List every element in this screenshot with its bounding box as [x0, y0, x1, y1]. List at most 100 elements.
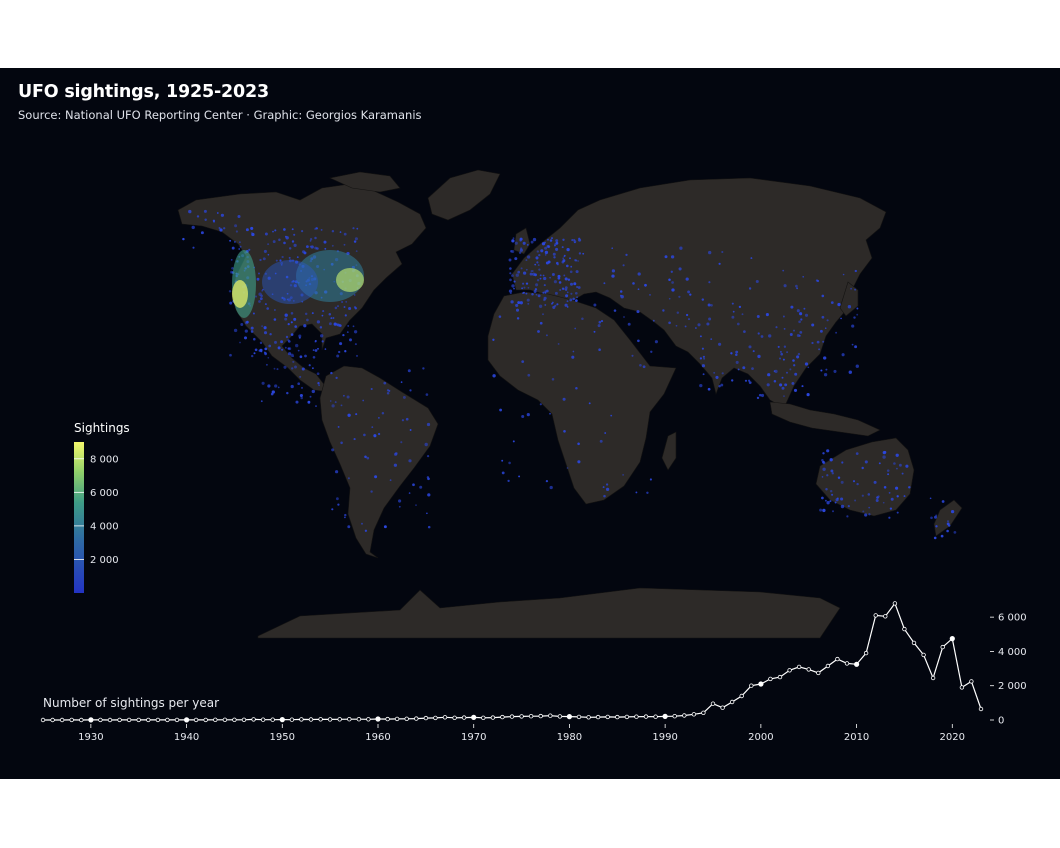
series-point: [548, 713, 553, 718]
sighting-point: [564, 286, 568, 290]
sighting-point: [521, 287, 524, 290]
sighting-point: [699, 335, 702, 338]
sighting-point: [825, 368, 828, 371]
sighting-point: [551, 302, 553, 305]
sighting-point: [736, 322, 740, 326]
sighting-point: [519, 301, 522, 304]
sighting-point: [534, 288, 538, 291]
sighting-point: [498, 315, 502, 318]
sighting-point: [401, 419, 405, 422]
sighting-point: [508, 289, 513, 293]
series-point: [146, 717, 151, 723]
sighting-point: [888, 516, 891, 519]
series-point: [318, 717, 323, 722]
sighting-point: [715, 375, 719, 379]
sighting-point: [847, 505, 850, 508]
sighting-point: [773, 370, 776, 372]
sighting-point: [424, 442, 428, 447]
sighting-point: [819, 329, 823, 333]
sighting-point: [337, 323, 341, 327]
series-point: [653, 714, 658, 719]
sighting-point: [840, 497, 844, 501]
sighting-point: [941, 500, 945, 503]
sighting-point: [182, 237, 185, 241]
sighting-point: [644, 283, 647, 287]
sighting-point: [370, 387, 373, 391]
sighting-point: [751, 367, 754, 370]
sighting-point: [940, 534, 944, 538]
sighting-point: [514, 257, 518, 261]
sighting-point: [631, 354, 634, 357]
sighting-point: [668, 278, 671, 281]
sighting-point: [664, 255, 668, 259]
sighting-point: [337, 425, 340, 428]
sighting-point: [539, 277, 542, 280]
sighting-point: [799, 331, 803, 334]
sighting-point: [525, 268, 528, 271]
sighting-point: [563, 429, 566, 433]
world-map: Sightings 2 000 4 000 6 000 8 000: [74, 169, 963, 639]
sighting-point: [947, 520, 949, 523]
series-point: [327, 717, 333, 722]
sighting-point: [284, 313, 288, 317]
sighting-point: [796, 287, 799, 290]
series-point: [710, 701, 716, 706]
series-point: [538, 713, 543, 719]
sighting-point: [731, 379, 734, 382]
sighting-point: [252, 312, 255, 315]
sighting-point: [216, 212, 219, 214]
y-tick-label: 4 000: [998, 647, 1027, 658]
sighting-point: [412, 483, 415, 487]
sighting-point: [281, 348, 284, 351]
sighting-point: [593, 330, 596, 333]
sighting-point: [842, 273, 845, 276]
sighting-point: [513, 287, 515, 290]
sighting-point: [517, 270, 521, 274]
sighting-point: [697, 323, 701, 327]
x-tick-label: 1980: [557, 732, 582, 743]
sighting-point: [882, 501, 885, 504]
sighting-point: [526, 255, 531, 259]
sighting-point: [258, 272, 260, 275]
sighting-point: [841, 353, 845, 357]
sighting-point: [203, 209, 207, 213]
sighting-point: [732, 310, 735, 313]
series-point: [279, 716, 285, 723]
sighting-point: [238, 241, 241, 244]
sighting-point: [755, 279, 759, 284]
japan-landmass: [839, 281, 859, 317]
sighting-point: [305, 245, 309, 249]
greenland-landmass: [427, 169, 501, 221]
sighting-point: [789, 368, 792, 371]
sighting-point: [851, 324, 855, 328]
sighting-point: [731, 315, 735, 319]
sighting-point: [837, 302, 841, 307]
sighting-point: [757, 354, 761, 359]
sighting-point: [953, 531, 957, 534]
sighting-point: [259, 297, 263, 301]
sighting-point: [331, 229, 335, 233]
sighting-point: [856, 313, 859, 316]
sighting-point: [639, 363, 642, 367]
sighting-point: [264, 352, 267, 356]
series-point: [260, 717, 266, 722]
sighting-point: [517, 301, 521, 305]
sighting-point: [577, 286, 581, 289]
sighting-point: [251, 354, 254, 358]
sighting-point: [398, 499, 402, 503]
sighting-point: [699, 383, 703, 388]
sighting-point: [611, 274, 615, 278]
sighting-point: [800, 318, 803, 321]
series-point: [672, 714, 677, 719]
sighting-point: [671, 288, 675, 292]
sighting-point: [850, 287, 852, 290]
sighting-point: [339, 342, 343, 346]
sighting-point: [529, 272, 533, 276]
sighting-point: [887, 473, 890, 476]
sighting-point: [526, 244, 529, 246]
sighting-point: [347, 525, 351, 529]
sighting-point: [264, 347, 268, 351]
land-masses: [177, 169, 963, 639]
sighting-point: [526, 298, 530, 302]
sighting-point: [767, 373, 771, 377]
